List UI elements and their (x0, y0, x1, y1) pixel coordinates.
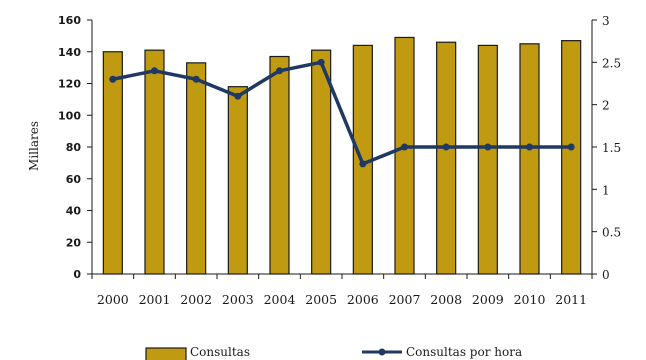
left-tick-label: 40 (66, 205, 82, 218)
right-tick-label: 0 (602, 268, 610, 282)
left-tick-label: 60 (66, 173, 82, 186)
legend-swatch-consultas (145, 347, 187, 360)
legend-label-consultas: Consultas (190, 345, 250, 359)
line-series-group (109, 58, 575, 168)
line-point-2001 (151, 67, 158, 75)
bar-2009 (477, 44, 498, 275)
axes-group: 0 20 40 60 80 100 120 140 160 0 0.5 1 1.5 2 2.5 3 2000 20… (58, 14, 621, 307)
bar-2004 (269, 55, 290, 275)
line-point-2007 (401, 143, 408, 151)
bar-2003 (227, 86, 248, 275)
line-point-2003 (234, 92, 242, 100)
bar-2007 (394, 36, 415, 275)
bar-2010 (519, 43, 540, 275)
line-point-2010 (526, 143, 533, 151)
x-tick-label: 2010 (514, 292, 546, 307)
left-tick-label: 20 (66, 236, 82, 249)
bar-2001 (144, 49, 165, 275)
bar-2000 (102, 51, 123, 275)
line-point-2011 (567, 143, 575, 151)
x-tick-label: 2007 (389, 292, 421, 307)
legend: Consultas Consultas por hora (145, 345, 522, 360)
left-tick-label: 80 (66, 141, 82, 154)
line-point-2005 (317, 58, 325, 66)
x-tick-label: 2001 (139, 292, 171, 307)
right-tick-label: 2.5 (602, 56, 621, 70)
right-tick-label: 1 (602, 183, 610, 197)
x-tick-label: 2000 (97, 292, 129, 307)
bar-2008 (436, 41, 457, 275)
left-tick-label: 0 (73, 268, 81, 281)
right-tick-label: 2 (602, 99, 610, 113)
legend-marker-consultas-por-hora (378, 348, 386, 356)
left-tick-label: 140 (58, 46, 81, 59)
y-axis-title: Millares (27, 121, 41, 171)
line-point-2006 (359, 160, 367, 168)
line-point-2009 (484, 143, 492, 151)
legend-label-consultas-por-hora: Consultas por hora (406, 345, 522, 359)
line-consultas-por-hora (112, 60, 572, 166)
line-point-2000 (109, 75, 117, 83)
bar-2011 (561, 40, 582, 275)
left-tick-label: 160 (58, 14, 81, 27)
line-point-2008 (442, 143, 450, 151)
x-tick-label: 2011 (555, 292, 587, 307)
bars-group (102, 36, 582, 275)
x-tick-label: 2003 (222, 292, 254, 307)
x-tick-label: 2009 (472, 292, 504, 307)
left-tick-label: 120 (58, 78, 81, 91)
line-point-2004 (276, 67, 283, 75)
right-tick-label: 1.5 (602, 141, 621, 155)
x-tick-label: 2004 (264, 292, 296, 307)
x-tick-label: 2006 (347, 292, 379, 307)
x-tick-label: 2005 (305, 292, 337, 307)
x-tick-label: 2002 (180, 292, 212, 307)
right-tick-label: 3 (602, 14, 610, 28)
left-tick-label: 100 (58, 109, 81, 122)
x-tick-label: 2008 (430, 292, 462, 307)
line-point-2002 (192, 75, 200, 83)
right-tick-label: 0.5 (602, 226, 621, 240)
bar-2005 (311, 49, 332, 275)
bar-2002 (186, 62, 207, 275)
